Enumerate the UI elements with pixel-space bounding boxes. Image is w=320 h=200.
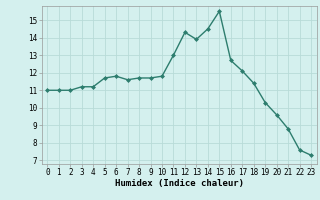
- X-axis label: Humidex (Indice chaleur): Humidex (Indice chaleur): [115, 179, 244, 188]
